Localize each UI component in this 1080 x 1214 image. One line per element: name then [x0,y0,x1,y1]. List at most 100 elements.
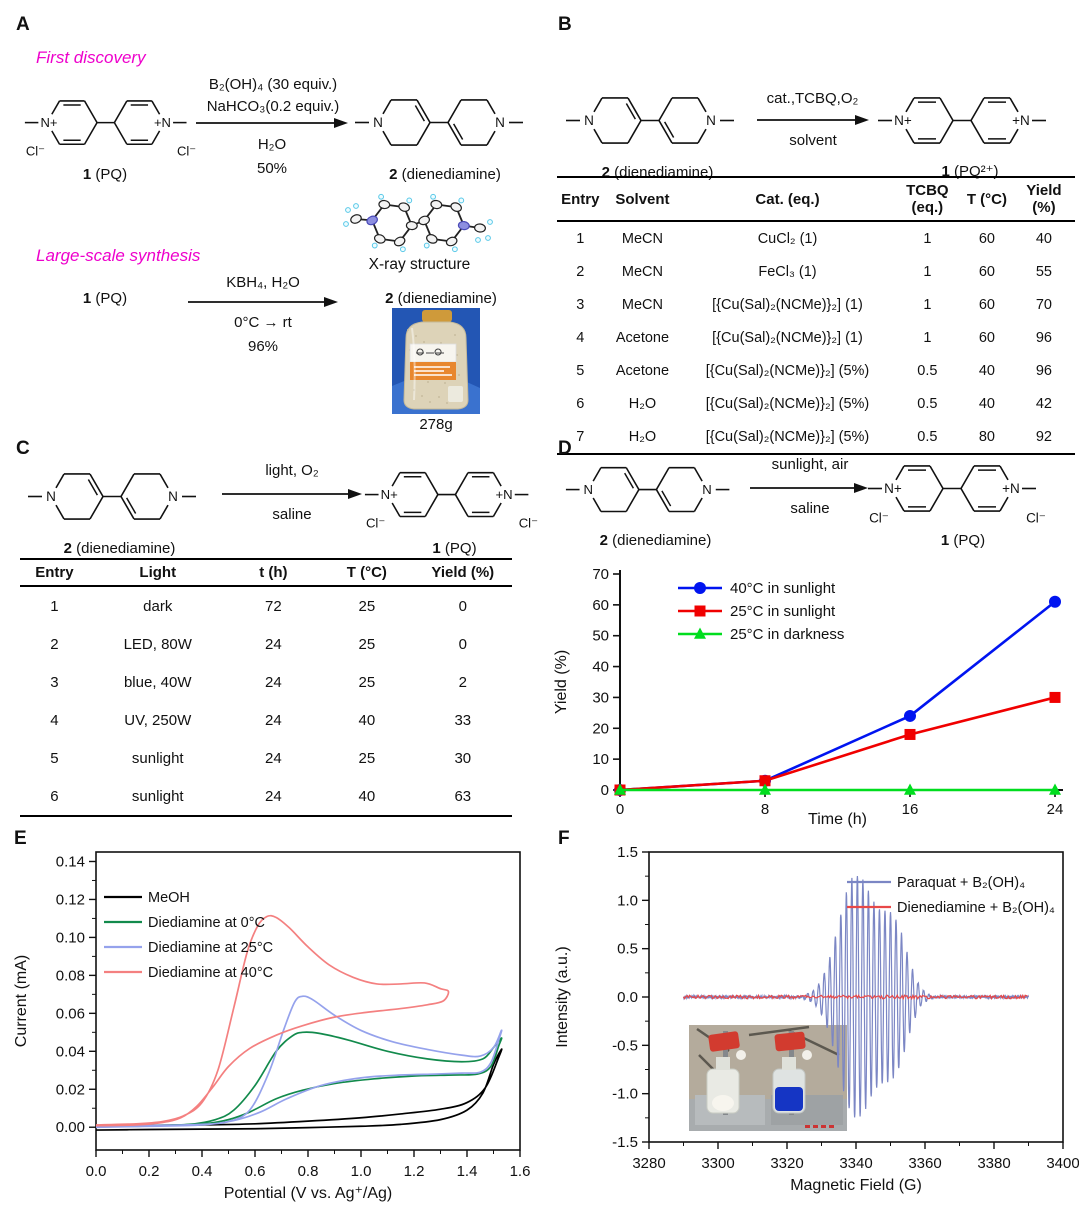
table-cell: sunlight [131,787,184,805]
table-row: 5 Acetone [{Cu(Sal)₂(NCMe)}₂] (5%) 0.5 40 96 [557,354,1075,387]
atom-label: +N [154,115,171,130]
chart-text: 60 [592,597,609,614]
atom-label: N [706,113,716,128]
table-row: 3 blue, 40W 24 25 2 [20,663,512,701]
table-cell: dark [143,597,173,615]
table-cell: [{Cu(Sal)₂(NCMe)}₂] (5%) [705,428,870,445]
yield-vs-time-chart: 0 10 20 30 40 50 60 70 0 8 16 24 Time (h) Yield (%) 40… [550,544,1075,828]
atom-label: Cl⁻ [26,143,45,158]
reaction-arrow [196,115,348,131]
table-cell: 40 [1035,230,1052,247]
table-cell: sunlight [131,749,184,767]
chart-text: 3300 [701,1155,734,1172]
atom-label: N [584,113,594,128]
table-cell: MeCN [621,296,663,313]
chart-text: 0.08 [56,967,85,984]
table-cell: 5 [576,362,585,379]
table-cell: 7 [576,428,585,445]
rxn-c-below-1: saline [272,506,312,523]
table-header: Solvent [603,177,682,222]
cyclic-voltammetry-chart: 0.00 0.02 0.04 0.06 0.08 0.10 0.12 0.14 0.0 0.2 0.… [8,840,543,1212]
atom-label: N+ [884,481,902,496]
table-header: Cat. (eq.) [681,177,894,222]
atom-label: N [495,115,505,130]
table-cell: 24 [265,787,282,805]
product-bottle-photo [392,308,480,414]
caption-compound-1: 1 (PQ) [82,166,128,183]
legend-label: Dienediamine + B₂(OH)₄ [897,900,1055,916]
atom-label: N [46,489,56,504]
x-axis-label: Magnetic Field (G) [790,1177,922,1194]
series-line [619,696,1056,792]
caption-reactant-a2: 1 (PQ) [82,290,128,307]
arrow-icon [222,489,362,499]
chart-text: 3280 [632,1155,665,1172]
table-header: Yield (%) [1012,177,1075,222]
table-row: 4 UV, 250W 24 40 33 [20,701,512,739]
table-cell: 80 [978,428,995,445]
table-cell: H₂O [628,395,657,412]
atom-label: N+ [894,113,912,128]
reaction-arrow [757,112,869,128]
xray-caption: X-ray structure [368,256,471,273]
atom-label: +N [495,487,512,502]
rxn-a2-above-1: KBH₄, H₂O [226,274,300,291]
molecule-paraquat: N+ +N Cl⁻ Cl⁻ [22,82,200,168]
cv-curve [95,1031,503,1128]
chart-text: 20 [592,720,609,737]
chart-text: 50 [592,628,609,645]
caption-compound-2: 2 (dienediamine) [63,540,176,557]
data-table: Entry Solvent Cat. (eq.) TCBQ (eq.) T (°C) Yi… [557,176,1075,455]
cv-curve [95,914,450,1127]
chart-text: 0.6 [245,1163,266,1180]
table-cell: 0.5 [917,428,938,445]
table-cell: H₂O [628,428,657,445]
table-cell: 40 [978,362,995,379]
chart-text: 40 [592,659,609,676]
table-header: Yield (%) [413,559,512,587]
table-cell: 24 [265,635,282,653]
table-cell: 60 [978,263,995,280]
table-row: 4 Acetone [{Cu(Sal)₂(NCMe)}₂] (1) 1 60 96 [557,321,1075,354]
table-cell: 1 [576,230,585,247]
atom-label: N [702,482,711,497]
spectrum-line [682,993,1028,1001]
chart-text: 0 [616,801,624,818]
rxn-a2-below-1: 0°C → rt [234,314,292,331]
y-axis-label: Intensity (a.u.) [554,946,571,1047]
chart-text: 1.6 [510,1163,531,1180]
xray-ortep-image [312,190,524,256]
table-cell: 0.5 [917,362,938,379]
table-cell: 3 [50,673,59,691]
legend-label: 25°C in darkness [730,626,844,643]
caption-compound-1: 1 (PQ²⁺) [941,163,999,180]
chart-text: 0.4 [192,1163,213,1180]
table-header: Light [88,559,227,587]
chart-text: 0.12 [56,891,85,908]
cv-curve [95,1048,503,1131]
chart-text: 0.14 [56,853,85,870]
table-cell: 70 [1035,296,1052,313]
spectrum-line [682,875,1030,1118]
table-cell: 0 [458,635,467,653]
atom-label: N [373,115,383,130]
table-cell: blue, 40W [123,673,192,691]
heading-first-discovery: First discovery [36,48,146,67]
atom-label: Cl⁻ [177,143,196,158]
atom-label: +N [1002,481,1020,496]
chart-text: 0.2 [139,1163,160,1180]
chart-text: 8 [761,801,769,818]
table-cell: 3 [576,296,585,313]
table-cell: 6 [50,787,59,805]
reaction-arrow [188,294,338,310]
panel-label-e: E [14,828,27,849]
table-header: t (h) [226,559,321,587]
cv-curve [95,995,503,1129]
table-header: T (°C) [961,177,1013,222]
table-header: TCBQ (eq.) [893,177,962,222]
table-cell: Acetone [615,362,670,379]
chart-text: 0.02 [56,1081,85,1098]
